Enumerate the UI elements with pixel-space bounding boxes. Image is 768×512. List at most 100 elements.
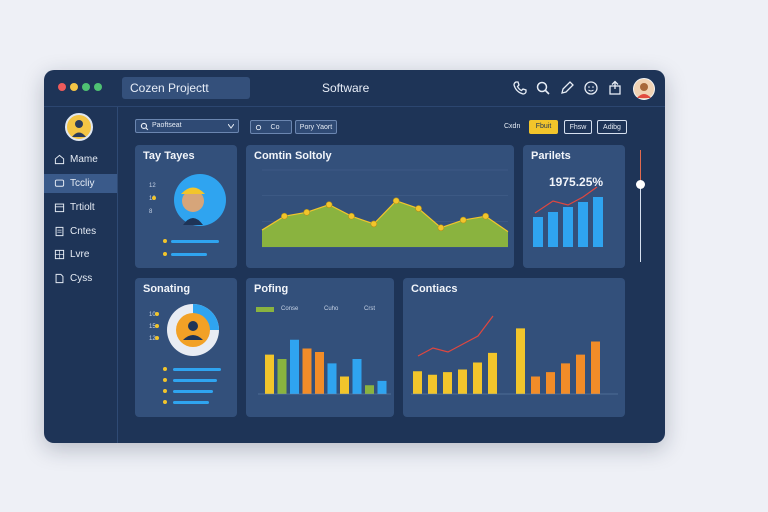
extra-dot[interactable] xyxy=(94,83,102,91)
tick-label: 12 xyxy=(149,183,156,189)
person-head xyxy=(188,321,198,331)
marker-dot xyxy=(152,196,156,200)
slider-handle[interactable] xyxy=(636,180,645,189)
legend-swatch xyxy=(256,307,274,312)
bar xyxy=(473,362,482,394)
sidebar-item-label: Lvre xyxy=(70,249,90,260)
worker-body xyxy=(183,218,203,225)
bar xyxy=(488,352,497,394)
bar xyxy=(591,341,600,394)
sidebar-item-tccliy[interactable]: Tccliy xyxy=(44,174,117,193)
panel-team: Tay Tayes 12 10 8 xyxy=(135,145,237,268)
bar-chart xyxy=(258,339,391,395)
progress-bar xyxy=(171,240,219,243)
bar xyxy=(302,348,312,394)
data-point xyxy=(437,224,445,232)
filter-button[interactable]: Co xyxy=(250,120,292,134)
sidebar-item-cyss[interactable]: Cyss xyxy=(44,269,117,288)
project-selector[interactable]: Cozen Projectt xyxy=(122,77,250,99)
refresh-icon xyxy=(255,124,262,131)
panel-title: Parilets xyxy=(531,150,571,162)
panel-sonating: Sonating 10 15 12 xyxy=(135,278,237,417)
bar xyxy=(578,202,588,247)
combo-chart xyxy=(411,315,618,395)
calendar-icon xyxy=(54,203,65,213)
tab-fbuit[interactable]: Fbuit xyxy=(529,120,558,134)
minimize-dot[interactable] xyxy=(70,83,78,91)
title-bar: Cozen Projectt Software xyxy=(44,70,665,107)
bar xyxy=(593,197,603,247)
home-icon xyxy=(54,154,65,165)
bar xyxy=(546,372,555,394)
grid-icon xyxy=(54,249,65,260)
filter-button-label: Co xyxy=(270,124,280,131)
bar xyxy=(576,354,585,394)
progress-bar xyxy=(173,368,221,371)
sidebar-item-label: Trtiolt xyxy=(70,202,95,213)
data-point xyxy=(482,212,489,220)
bar xyxy=(265,354,274,394)
bar xyxy=(352,359,362,394)
tick-label: 10 xyxy=(149,312,156,318)
phone-icon[interactable] xyxy=(512,80,528,96)
edit-icon[interactable] xyxy=(559,80,575,96)
chevron-down-icon xyxy=(228,124,234,129)
person-icon xyxy=(72,120,86,137)
sidebar-item-lvre[interactable]: Lvre xyxy=(44,245,117,264)
bar xyxy=(533,217,543,247)
bar xyxy=(428,374,437,394)
sidebar-item-trtiolt[interactable]: Trtiolt xyxy=(44,198,117,217)
stat-value: 1975.25% xyxy=(549,175,604,189)
notes-icon xyxy=(55,226,64,237)
progress-bar xyxy=(173,390,213,393)
hard-hat-icon xyxy=(181,187,205,194)
range-label: Cxdn xyxy=(504,123,521,130)
area-chart xyxy=(261,169,509,248)
sidebar-item-label: Cyss xyxy=(70,273,93,284)
bar xyxy=(377,380,387,394)
data-point xyxy=(325,201,333,208)
maximize-dot[interactable] xyxy=(82,83,90,91)
progress-bar xyxy=(173,379,217,382)
worker-face xyxy=(182,190,204,212)
sidebar-item-mame[interactable]: Mame xyxy=(44,150,117,169)
sidebar-avatar[interactable] xyxy=(65,113,93,141)
tick-label: 15 xyxy=(149,324,156,330)
sidebar-item-cntes[interactable]: Cntes xyxy=(44,222,117,241)
bar xyxy=(413,371,422,394)
panel-title: Pofing xyxy=(254,283,289,295)
person-icon xyxy=(637,83,651,98)
trend-line xyxy=(534,186,598,214)
data-point xyxy=(392,197,400,205)
close-dot[interactable] xyxy=(58,83,66,91)
bar xyxy=(365,385,374,394)
panel-title: Contiacs xyxy=(411,283,458,295)
report-button[interactable]: Pory Yaort xyxy=(295,120,337,134)
marker-dot xyxy=(163,252,167,256)
chat-icon xyxy=(54,179,65,187)
sidebar-item-label: Tccliy xyxy=(70,178,95,189)
stat-bar-chart xyxy=(533,186,603,247)
tab-adibg[interactable]: Adibg xyxy=(597,120,627,134)
team-widget: 12 10 8 xyxy=(149,174,226,256)
search-field[interactable]: Paoftseat xyxy=(135,119,239,133)
area-series xyxy=(262,200,508,247)
emoji-icon[interactable] xyxy=(583,80,599,96)
bar xyxy=(327,363,337,394)
panel-stats: Parilets 1975.25% xyxy=(523,145,625,268)
tab-fhsw[interactable]: Fhsw xyxy=(564,120,592,134)
window-title: Software xyxy=(322,81,370,95)
slider-track[interactable] xyxy=(640,188,641,262)
bar xyxy=(458,369,467,394)
share-icon[interactable] xyxy=(607,80,623,96)
panel-title: Sonating xyxy=(143,283,191,295)
person-body xyxy=(183,335,203,340)
panel-area-chart: Comtin Soltoly xyxy=(246,145,514,268)
search-icon[interactable] xyxy=(535,80,551,96)
bar xyxy=(516,328,525,394)
search-input[interactable]: Paoftseat xyxy=(152,122,182,129)
bar xyxy=(290,339,299,394)
panel-title: Comtin Soltoly xyxy=(254,150,332,162)
panel-title: Tay Tayes xyxy=(143,150,195,162)
user-avatar[interactable] xyxy=(633,78,655,100)
